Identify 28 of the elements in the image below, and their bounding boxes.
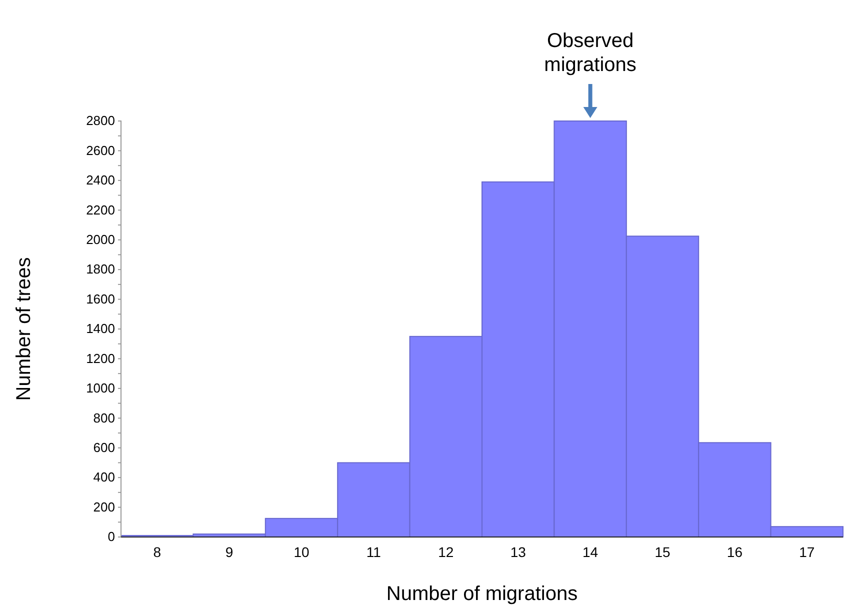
- annotation: Observed migrations: [544, 30, 636, 76]
- y-tick-label: 2000: [86, 232, 115, 248]
- x-tick-label: 14: [582, 544, 598, 560]
- y-tick-label: 2400: [86, 172, 115, 188]
- x-tick-label: 17: [799, 544, 815, 560]
- y-tick-label: 2800: [86, 113, 115, 128]
- y-tick-label: 0: [108, 529, 115, 544]
- y-tick-label: 1000: [86, 380, 115, 396]
- x-tick-label: 11: [366, 544, 382, 560]
- y-tick-label: 400: [93, 470, 115, 485]
- y-tick-label: 2600: [86, 142, 115, 158]
- x-tick-label: 13: [510, 544, 526, 560]
- x-axis-title: Number of migrations: [386, 583, 578, 605]
- x-tick-label: 9: [225, 544, 234, 560]
- x-tick-label: 15: [654, 544, 670, 560]
- y-tick-label: 200: [93, 499, 115, 514]
- y-tick-label: 1400: [86, 321, 115, 336]
- x-tick-label: 10: [294, 544, 310, 560]
- y-tick-label: 1800: [86, 262, 115, 277]
- x-tick-label: 16: [726, 544, 743, 560]
- y-tick-label: 600: [93, 440, 115, 456]
- x-tick-label: 8: [153, 544, 162, 560]
- y-axis-title: Number of trees: [13, 257, 35, 401]
- x-tick-label: 12: [438, 544, 454, 560]
- y-tick-label: 1200: [86, 350, 115, 366]
- y-tick-label: 2200: [86, 202, 115, 218]
- y-tick-label: 800: [93, 410, 115, 426]
- y-tick-label: 1600: [86, 291, 115, 306]
